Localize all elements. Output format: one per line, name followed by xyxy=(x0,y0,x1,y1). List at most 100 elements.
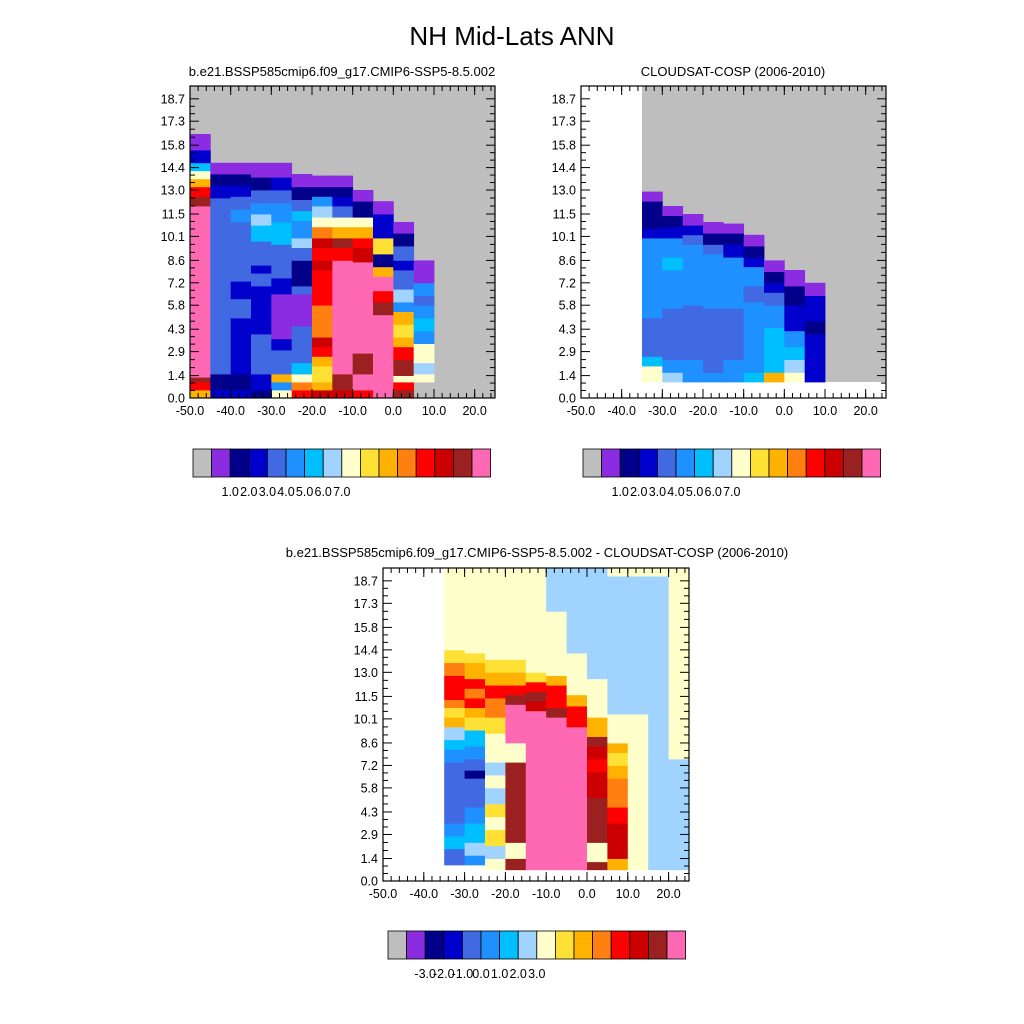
heatmap-cell xyxy=(743,246,765,258)
heatmap-cell xyxy=(587,771,608,798)
heatmap-cell xyxy=(444,749,465,763)
heatmap-cell xyxy=(230,374,252,391)
heatmap-cell xyxy=(251,225,272,242)
colorbar-swatch xyxy=(787,448,807,478)
heatmap-cell xyxy=(587,704,608,718)
colorbar-swatch xyxy=(266,448,287,478)
heatmap-cell xyxy=(373,314,394,376)
heatmap-cell xyxy=(587,717,608,737)
heatmap-cell xyxy=(464,653,486,664)
heatmap-cell xyxy=(271,350,293,375)
heatmap-cell xyxy=(312,260,333,271)
heatmap-cell xyxy=(804,334,826,354)
colorbar-swatch xyxy=(406,930,426,960)
heatmap-cell xyxy=(743,337,765,360)
x-tick-label: -30.0 xyxy=(450,887,479,901)
y-tick-label: 11.5 xyxy=(355,690,378,704)
heatmap-cell xyxy=(525,691,547,702)
colorbar-swatch xyxy=(322,448,343,478)
y-tick-label: 17.3 xyxy=(552,115,576,129)
y-tick-label: 17.3 xyxy=(354,597,378,611)
heatmap-cell xyxy=(444,707,465,718)
colorbar-swatch xyxy=(768,448,789,478)
heatmap-cell xyxy=(668,759,690,871)
heatmap-cell xyxy=(784,346,806,360)
heatmap-cell xyxy=(312,382,333,391)
heatmap-cell xyxy=(743,234,765,247)
heatmap-cell xyxy=(332,247,354,261)
colorbar-swatch xyxy=(434,448,454,478)
heatmap-cell xyxy=(190,186,211,197)
heatmap-cell xyxy=(312,186,333,197)
heatmap-cell xyxy=(271,338,293,351)
heatmap-cell xyxy=(393,311,415,325)
heatmap-cell xyxy=(444,649,465,664)
y-tick-label: 8.6 xyxy=(168,254,185,268)
heatmap-cell xyxy=(312,390,333,399)
heatmap-cell xyxy=(393,375,415,383)
colorbar-swatch xyxy=(517,930,538,960)
heatmap-cell xyxy=(784,359,806,373)
heatmap-cell xyxy=(312,356,333,367)
heatmap-cell xyxy=(464,855,486,866)
heatmap-cell xyxy=(784,372,806,383)
heatmap-cell xyxy=(444,778,465,795)
heatmap-cell xyxy=(291,286,313,295)
y-tick-label: 5.8 xyxy=(361,781,378,795)
y-tick-label: 11.5 xyxy=(553,208,576,222)
colorbar-swatch xyxy=(824,448,844,478)
heatmap-cell xyxy=(271,244,293,271)
heatmap-cell xyxy=(312,337,333,348)
colorbar-swatch xyxy=(248,448,268,478)
heatmap-cell xyxy=(251,162,272,178)
heatmap-cell xyxy=(444,794,465,824)
heatmap-cell xyxy=(784,305,806,332)
heatmap-cell xyxy=(668,576,690,760)
heatmap-cell xyxy=(607,858,629,871)
colorbar-swatch xyxy=(192,448,213,478)
heatmap-cell xyxy=(764,282,785,293)
heatmap-cell xyxy=(607,778,629,792)
heatmap-cell xyxy=(332,175,354,188)
heatmap-cell xyxy=(444,662,465,676)
heatmap-cell xyxy=(607,568,629,577)
y-tick-label: 0.0 xyxy=(361,875,378,889)
heatmap-cell xyxy=(464,778,486,808)
heatmap-cell xyxy=(485,787,506,805)
y-tick-label: 14.4 xyxy=(354,643,378,657)
heatmap-cell xyxy=(190,390,211,399)
heatmap-cell xyxy=(210,174,232,186)
heatmap-cell xyxy=(648,576,669,753)
heatmap-cell xyxy=(210,198,232,375)
heatmap-cell xyxy=(485,659,506,673)
heatmap-cell xyxy=(312,175,333,188)
heatmap-cell xyxy=(703,254,724,309)
heatmap-cell xyxy=(662,238,684,258)
heatmap-cell xyxy=(190,134,211,151)
heatmap-cell xyxy=(743,266,765,287)
heatmap-cell xyxy=(505,685,527,696)
heatmap-cell xyxy=(332,260,354,367)
heatmap-cell xyxy=(332,186,354,197)
heatmap-cell xyxy=(210,390,232,399)
heatmap-cell xyxy=(784,270,806,287)
heatmap-cell xyxy=(587,797,608,824)
heatmap-cell xyxy=(743,302,765,338)
heatmap-cell xyxy=(505,694,527,705)
y-tick-label: 4.3 xyxy=(361,805,378,819)
heatmap-cell xyxy=(764,260,785,272)
heatmap-cell xyxy=(682,334,704,360)
heatmap-cell xyxy=(413,295,435,306)
colorbar-swatch xyxy=(731,448,751,478)
y-tick-label: 17.3 xyxy=(161,115,185,129)
colorbar-label: 6.0 xyxy=(315,485,332,499)
heatmap-cell xyxy=(332,238,354,248)
heatmap-cell xyxy=(393,246,415,261)
heatmap-cell xyxy=(393,260,415,271)
heatmap-cell xyxy=(271,294,293,327)
y-tick-label: 0.0 xyxy=(168,392,185,406)
colorbar-swatch xyxy=(694,448,714,478)
x-tick-label: -10.0 xyxy=(729,404,758,418)
heatmap-cell xyxy=(444,762,465,779)
